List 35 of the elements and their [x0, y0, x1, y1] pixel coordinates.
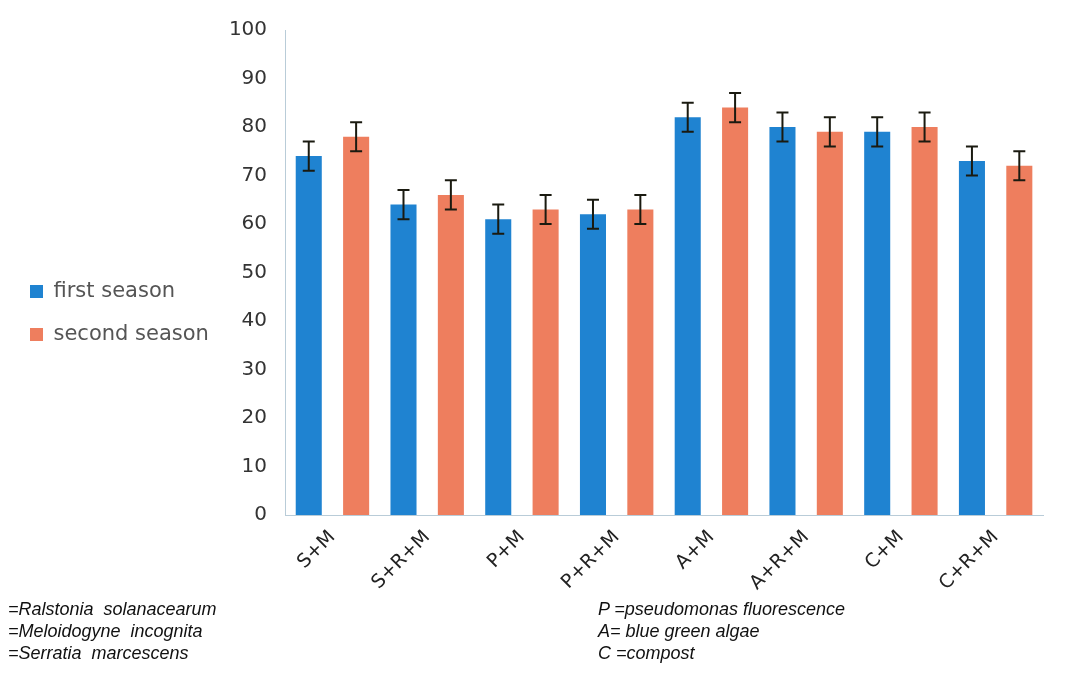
- bar: [485, 219, 512, 516]
- legend-label: second season: [53, 320, 209, 345]
- y-tick-label: 100: [228, 16, 268, 41]
- bar: [437, 194, 464, 516]
- y-tick-label: 70: [241, 161, 268, 186]
- bar: [1006, 165, 1033, 516]
- bar: [816, 131, 843, 516]
- y-tick-label: 0: [254, 501, 268, 526]
- bar: [769, 127, 796, 516]
- bar: [343, 136, 370, 516]
- bar: [911, 127, 938, 516]
- text: =Meloidogyne incognita: [8, 620, 204, 642]
- text: A= blue green algae: [598, 620, 761, 642]
- bar: [674, 117, 701, 516]
- text: =Serratia marcescens: [8, 642, 190, 664]
- bar: [295, 156, 322, 516]
- bar: [390, 204, 417, 516]
- text: P =pseudomonas fluorescence: [598, 598, 846, 620]
- y-tick-label: 60: [241, 210, 268, 235]
- bar: [532, 209, 559, 516]
- y-tick-label: 30: [241, 355, 268, 380]
- y-tick-label: 50: [241, 258, 268, 283]
- legend-label: first season: [53, 277, 176, 302]
- text: C =compost: [598, 642, 696, 664]
- bar: [958, 160, 985, 516]
- bar: [864, 131, 891, 516]
- y-tick-label: 80: [241, 113, 268, 138]
- text: =Ralstonia solanacearum: [8, 598, 218, 620]
- bar: [627, 209, 654, 516]
- y-tick-label: 90: [241, 64, 268, 89]
- y-tick-label: 10: [241, 452, 268, 477]
- y-tick-label: 20: [241, 404, 268, 429]
- bar: [579, 214, 607, 516]
- bar: [722, 107, 749, 516]
- y-tick-label: 40: [241, 307, 268, 332]
